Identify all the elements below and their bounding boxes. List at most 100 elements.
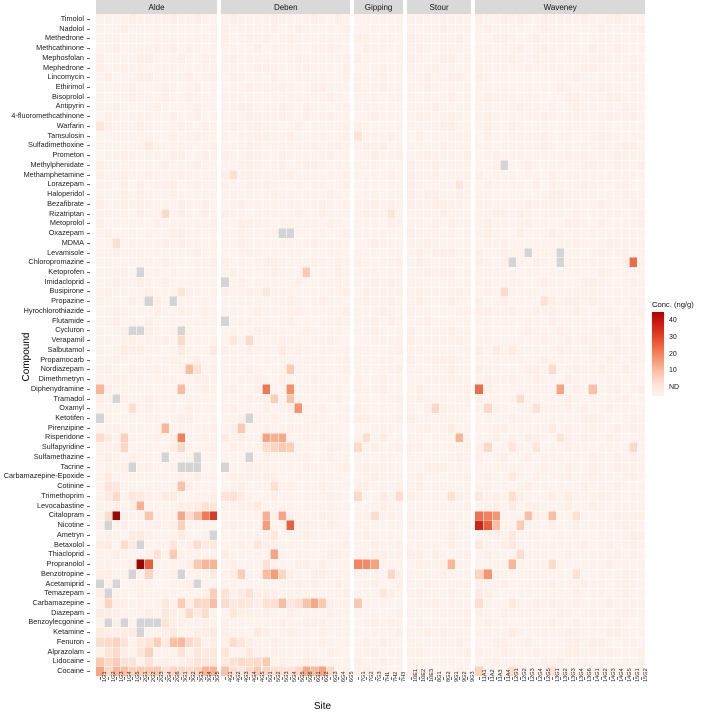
heatmap-cell: [221, 160, 230, 170]
heatmap-cell: [556, 101, 565, 112]
grid-line-horizontal: [354, 617, 403, 619]
heatmap-cell: [564, 72, 573, 83]
heatmap-cell: [269, 617, 278, 628]
heatmap-cell: [200, 140, 210, 151]
y-axis-tick-salbutamol: Salbutamol: [47, 344, 84, 354]
heatmap-cell: [229, 393, 238, 404]
heatmap-cell: [120, 432, 129, 443]
heatmap-cell: [168, 452, 177, 462]
heatmap-cell: [540, 237, 549, 248]
heatmap-cell: [168, 101, 177, 112]
heatmap-cell: [144, 101, 153, 112]
heatmap-cell: [144, 549, 153, 560]
heatmap-cell: [406, 383, 415, 394]
heatmap-cell: [596, 432, 605, 443]
y-axis-tickmark: [87, 486, 90, 488]
heatmap-cell: [483, 160, 492, 170]
heatmap-cell: [176, 335, 185, 345]
heatmap-cell: [531, 335, 540, 345]
heatmap-cell: [475, 520, 484, 530]
heatmap-cell: [564, 568, 573, 579]
heatmap-cell: [184, 442, 193, 453]
heatmap-cell: [184, 413, 193, 423]
heatmap-cell: [548, 627, 557, 638]
heatmap-cell: [354, 267, 363, 277]
heatmap-cell: [463, 345, 472, 355]
heatmap-cell: [342, 179, 351, 190]
heatmap-cell: [245, 160, 254, 170]
heatmap-cell: [378, 510, 387, 521]
heatmap-cell: [515, 383, 524, 394]
heatmap-cell: [96, 442, 105, 453]
heatmap-cell: [152, 383, 161, 394]
heatmap-cell: [523, 228, 532, 238]
heatmap-cell: [378, 559, 387, 569]
heatmap-cell: [507, 325, 516, 336]
heatmap-cell: [112, 510, 121, 521]
heatmap-cell: [540, 189, 549, 199]
heatmap-cell: [455, 208, 464, 219]
heatmap-cell: [277, 91, 286, 102]
heatmap-cell: [342, 140, 351, 151]
heatmap-cell: [499, 286, 508, 297]
heatmap-cell: [596, 111, 605, 122]
heatmap-cell: [152, 208, 161, 219]
grid-line-horizontal: [354, 52, 403, 54]
heatmap-cell: [523, 393, 532, 404]
heatmap-cell: [326, 150, 335, 161]
grid-line-horizontal: [221, 607, 351, 609]
heatmap-cell: [540, 568, 549, 579]
heatmap-cell: [431, 179, 440, 190]
heatmap-cell: [491, 160, 500, 170]
heatmap-cell: [386, 529, 395, 540]
heatmap-cell: [120, 296, 129, 307]
heatmap-cell: [483, 345, 492, 355]
heatmap-cell: [362, 578, 371, 589]
heatmap-cell: [309, 452, 319, 462]
heatmap-cell: [507, 33, 516, 44]
heatmap-cell: [362, 91, 371, 102]
heatmap-cell: [309, 637, 319, 647]
x-axis-tickmark: [241, 677, 243, 680]
grid-line-horizontal: [96, 549, 218, 551]
heatmap-cell: [580, 432, 589, 443]
heatmap-cell: [414, 617, 423, 628]
heatmap-cell: [160, 422, 169, 433]
heatmap-cell: [362, 23, 371, 34]
heatmap-cell: [491, 442, 500, 453]
heatmap-cell: [431, 529, 440, 540]
heatmap-cell: [269, 306, 278, 316]
heatmap-cell: [160, 52, 169, 63]
heatmap-cell: [277, 345, 286, 355]
grid-line-horizontal: [96, 91, 218, 93]
heatmap-cell: [128, 461, 137, 472]
heatmap-cell: [277, 354, 286, 365]
heatmap-cell: [523, 559, 532, 569]
heatmap-cell: [370, 335, 379, 345]
heatmap-cell: [128, 578, 137, 589]
heatmap-cell: [422, 637, 431, 647]
heatmap-cell: [253, 198, 262, 209]
heatmap-cell: [362, 208, 371, 219]
heatmap-cell: [112, 520, 121, 530]
heatmap-cell: [588, 627, 597, 638]
heatmap-cell: [184, 121, 193, 131]
heatmap-cell: [370, 607, 379, 618]
heatmap-cell: [515, 422, 524, 433]
heatmap-cell: [580, 345, 589, 355]
heatmap-cell: [237, 111, 246, 122]
heatmap-cell: [277, 598, 286, 608]
grid-line-horizontal: [406, 413, 472, 415]
heatmap-cell: [483, 306, 492, 316]
grid-line-horizontal: [406, 150, 472, 152]
grid-line-horizontal: [354, 33, 403, 35]
heatmap-cell: [362, 656, 371, 667]
heatmap-cell: [221, 306, 230, 316]
heatmap-cell: [229, 364, 238, 375]
heatmap-cell: [431, 169, 440, 180]
heatmap-cell: [309, 588, 319, 599]
heatmap-cell: [370, 374, 379, 384]
heatmap-cell: [184, 23, 193, 34]
heatmap-cell: [112, 656, 121, 667]
heatmap-cell: [531, 150, 540, 161]
